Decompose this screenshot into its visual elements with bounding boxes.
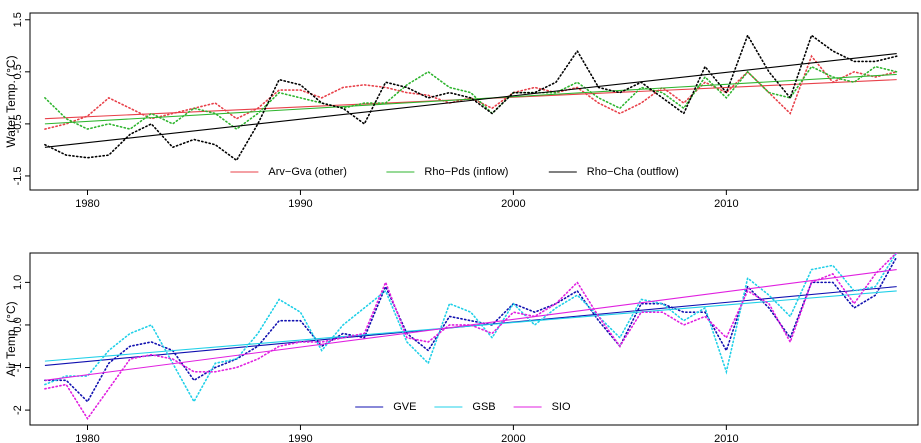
y-tick-label: -1.5: [12, 166, 24, 185]
legend: Arv−Gva (other) Rho−Pds (inflow) Rho−Cha (…: [230, 166, 679, 178]
plot-frame: [29, 12, 919, 191]
x-tick-label: 1980: [75, 198, 99, 210]
y-tick-label: 0.5: [12, 64, 24, 79]
y-tick-label: -1: [12, 363, 24, 373]
y-tick-label: 1.0: [12, 275, 24, 290]
x-tick-label: 2010: [714, 433, 738, 443]
legend-label: Rho−Pds (inflow): [424, 166, 508, 178]
x-tick-label: 2010: [714, 198, 738, 210]
plot-frame: [29, 252, 919, 426]
legend: GVE GSB SIO: [355, 401, 571, 413]
series-line: [44, 253, 898, 421]
legend-label: GSB: [472, 401, 495, 413]
x-tick-label: 2000: [501, 433, 525, 443]
x-tick-label: 1980: [75, 433, 99, 443]
x-tick-label: 1990: [288, 433, 312, 443]
panel: Water Temp. (°C) -1.5 -0.5 0.5 1.5 1980 1990 20…: [4, 12, 919, 210]
trend-line: [44, 290, 897, 362]
x-tick-label: 1990: [288, 198, 312, 210]
y-tick-label: -2: [12, 405, 24, 415]
legend-label: GVE: [393, 401, 416, 413]
y-tick-label: 0.0: [12, 317, 24, 332]
x-tick-label: 2000: [501, 198, 525, 210]
y-axis-label: Water Temp. (°C): [4, 55, 18, 147]
series-line: [44, 253, 898, 404]
legend-label: SIO: [552, 401, 571, 413]
panel: Air Temp. (°C) -2 -1 0.0 1.0 1980 1990 2000 2010…: [4, 252, 919, 443]
series-line: [44, 54, 898, 130]
y-tick-label: 1.5: [12, 12, 24, 27]
series-line: [44, 33, 898, 162]
legend-label: Rho−Cha (outflow): [587, 166, 679, 178]
y-tick-label: -0.5: [12, 114, 24, 133]
trend-line: [44, 73, 897, 125]
plot-area: [44, 33, 898, 162]
trend-line: [44, 53, 897, 148]
series-line: [44, 65, 898, 131]
plot-area: [44, 253, 898, 421]
trend-line: [44, 269, 897, 381]
legend-label: Arv−Gva (other): [268, 166, 347, 178]
series-line: [44, 256, 898, 403]
y-axis-label: Air Temp. (°C): [4, 301, 18, 376]
